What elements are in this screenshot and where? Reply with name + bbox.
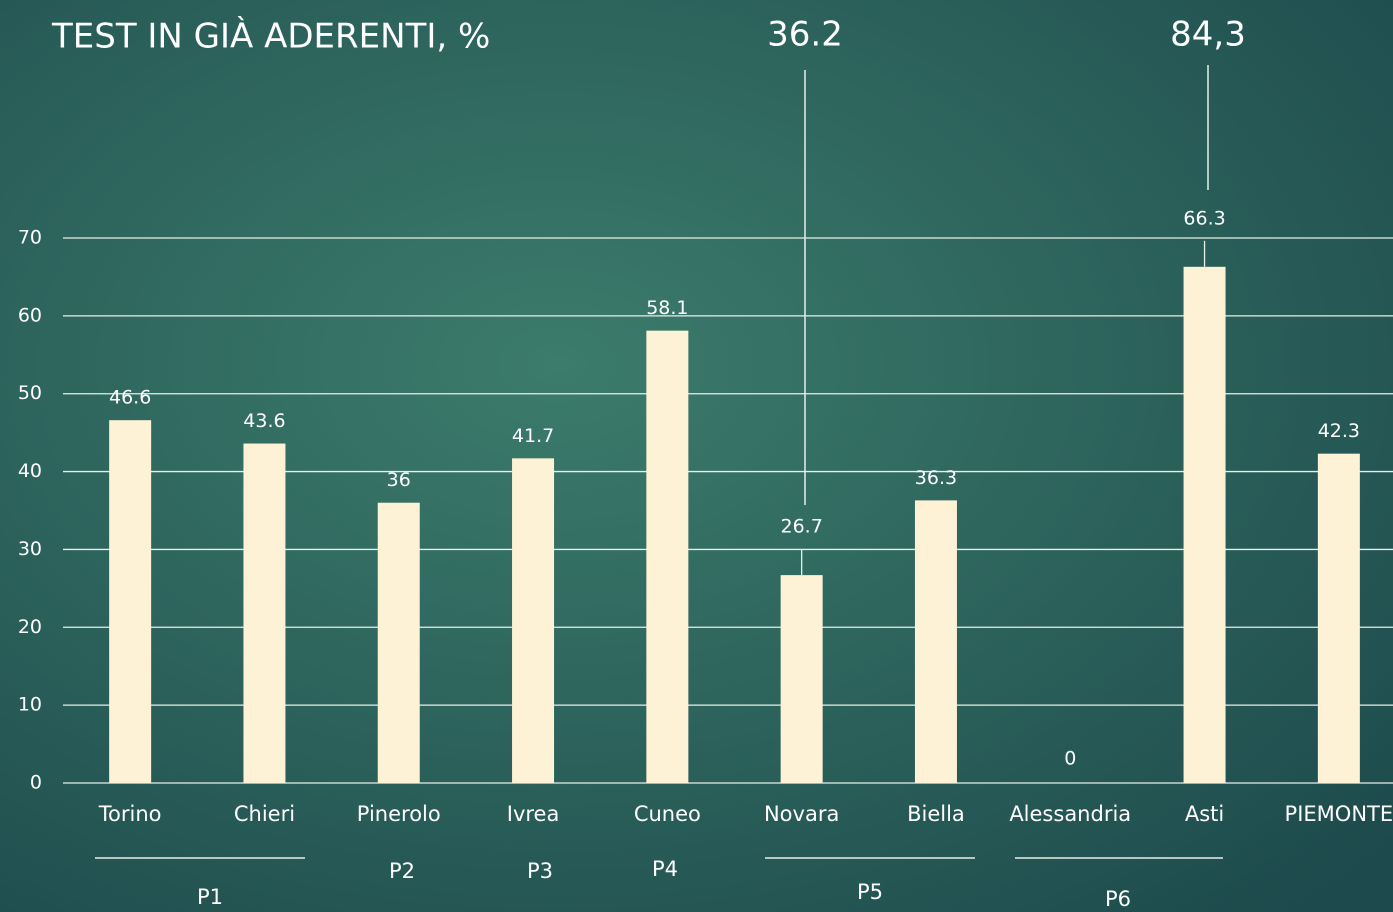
x-tick-label: Torino: [98, 802, 162, 826]
group-label: P4: [652, 857, 678, 881]
x-tick-label: PIEMONTE: [1285, 802, 1393, 826]
x-tick-label: Chieri: [234, 802, 295, 826]
bar: [1183, 266, 1226, 783]
value-label: 36.3: [915, 467, 957, 489]
value-label: 26.7: [780, 516, 822, 538]
bar: [512, 458, 555, 783]
value-label: 41.7: [512, 425, 554, 447]
value-label: 42.3: [1318, 420, 1360, 442]
value-label: 66.3: [1183, 207, 1225, 229]
x-tick-label: Asti: [1185, 802, 1224, 826]
bar: [377, 502, 420, 783]
y-tick-label: 60: [18, 304, 42, 326]
x-tick-label: Novara: [764, 802, 839, 826]
value-label: 0: [1064, 748, 1076, 770]
group-label: P1: [197, 885, 223, 909]
x-tick-label: Pinerolo: [357, 802, 441, 826]
x-tick-label: Alessandria: [1009, 802, 1131, 826]
value-label: 46.6: [109, 387, 151, 409]
y-tick-label: 30: [18, 538, 42, 560]
annotation: 84,3: [1170, 15, 1246, 55]
group-label: P2: [389, 859, 415, 883]
x-tick-label: Biella: [907, 802, 965, 826]
value-label: 58.1: [646, 297, 688, 319]
bar: [780, 575, 823, 783]
annotation: 36.2: [767, 15, 843, 55]
bar: [243, 443, 286, 783]
value-label: 36: [387, 469, 411, 491]
bar: [109, 420, 152, 783]
value-label: 43.6: [243, 410, 285, 432]
y-tick-label: 10: [18, 694, 42, 716]
x-tick-label: Ivrea: [507, 802, 560, 826]
y-tick-label: 70: [18, 227, 42, 249]
y-tick-label: 20: [18, 616, 42, 638]
group-label: P5: [857, 880, 883, 904]
group-label: P6: [1105, 887, 1131, 911]
x-tick-label: Cuneo: [634, 802, 701, 826]
y-tick-label: 0: [30, 772, 42, 794]
chart-title: TEST IN GIÀ ADERENTI, %: [51, 16, 490, 57]
bar: [1317, 453, 1360, 783]
group-label: P3: [527, 859, 553, 883]
bar: [914, 500, 957, 783]
bar: [646, 330, 689, 783]
y-tick-label: 50: [18, 382, 42, 404]
y-tick-label: 40: [18, 460, 42, 482]
